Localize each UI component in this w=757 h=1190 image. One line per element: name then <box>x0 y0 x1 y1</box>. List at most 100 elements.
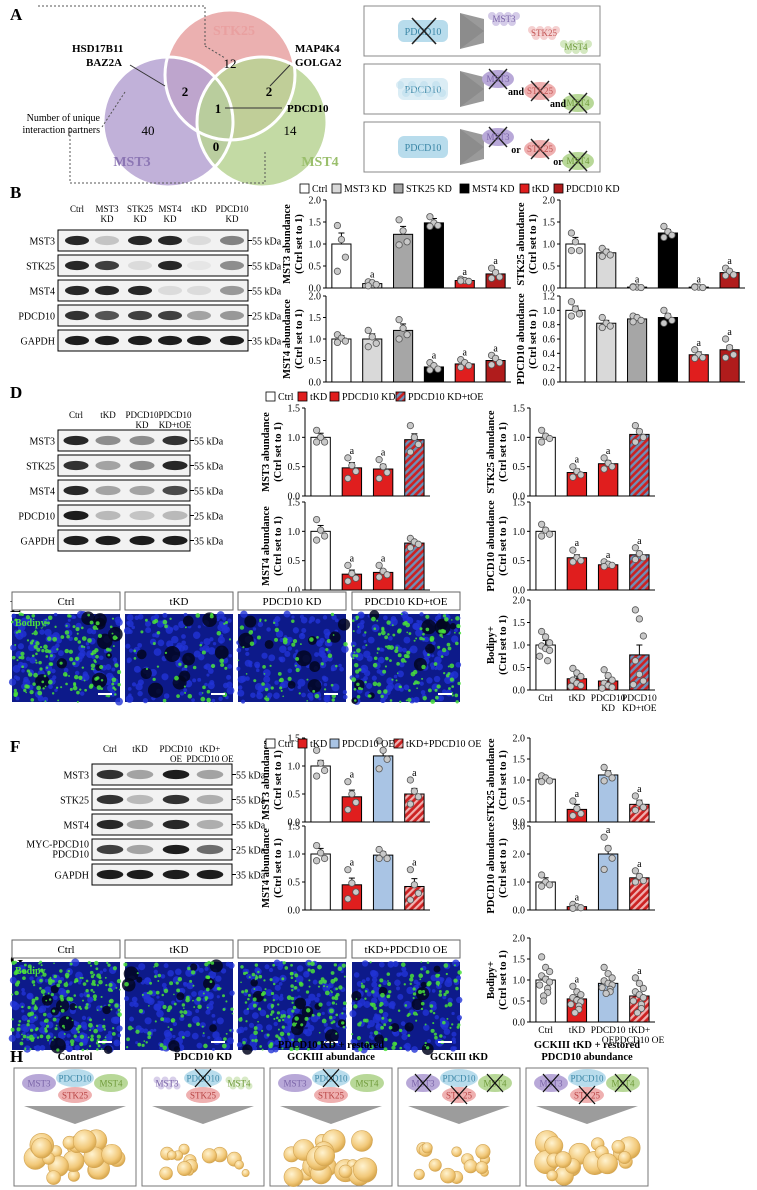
nucleus <box>166 640 174 648</box>
data-point <box>457 277 465 285</box>
lipid-droplet <box>92 973 96 976</box>
void <box>415 986 430 1001</box>
blot-band <box>157 260 183 271</box>
lipid-droplet <box>50 979 53 982</box>
bar <box>565 309 586 383</box>
nucleus <box>433 656 442 665</box>
data-point <box>344 454 352 462</box>
data-point <box>721 354 730 362</box>
lipid-droplet <box>137 1042 142 1047</box>
blot-band <box>219 335 245 346</box>
data-point <box>608 774 616 782</box>
data-point <box>317 433 325 441</box>
lipid-droplet <box>36 647 41 652</box>
significance-label: a <box>412 858 417 869</box>
lipid-droplet <box>52 1017 57 1022</box>
y-tick-label: 2.0 <box>309 196 322 207</box>
data-point <box>352 467 360 475</box>
nucleus <box>163 1029 171 1037</box>
nucleus <box>322 615 328 620</box>
lipid-droplet <box>81 636 87 641</box>
nucleus <box>204 682 208 687</box>
data-point <box>540 997 548 1005</box>
lipid-droplet <box>14 982 20 987</box>
data-point <box>631 878 639 886</box>
lipid-droplet <box>240 965 244 969</box>
nucleus <box>394 683 403 691</box>
y-tick-label: 1.5 <box>513 618 526 629</box>
nucleus <box>257 685 265 693</box>
data-point <box>352 798 360 807</box>
lipid-droplet <box>228 638 232 641</box>
data-point <box>631 657 639 665</box>
data-point <box>569 904 577 912</box>
blot-row-label: MST3 <box>29 437 55 448</box>
significance-label: a <box>370 269 375 280</box>
lipid-droplet <box>112 686 116 690</box>
lipid-droplet <box>187 966 191 971</box>
lipid-droplet <box>216 631 222 636</box>
nucleus <box>305 1022 311 1027</box>
blot-band <box>63 435 89 446</box>
lipid-droplet <box>457 681 461 686</box>
lipid-droplet <box>377 689 382 695</box>
data-point <box>313 857 321 865</box>
lipid-droplet <box>357 626 360 628</box>
lipid-droplet <box>317 985 321 988</box>
lipid-droplet <box>241 990 245 994</box>
data-point <box>635 615 643 623</box>
nucleus <box>209 637 214 642</box>
lipid-droplet <box>290 963 293 967</box>
nucleus <box>426 677 433 684</box>
lipid-droplet <box>20 655 25 660</box>
data-point <box>608 676 616 684</box>
nucleus <box>360 1046 368 1054</box>
lipid-droplet <box>16 659 19 662</box>
lipid-droplet <box>87 961 91 965</box>
pdcd10-blob <box>398 136 448 158</box>
data-point <box>364 326 372 334</box>
lipid-droplet <box>326 985 328 988</box>
lipid-droplet <box>94 960 99 966</box>
nucleus <box>297 685 302 690</box>
data-point <box>598 323 606 332</box>
nucleus <box>160 974 166 979</box>
bar <box>657 317 678 383</box>
lipid-droplet <box>338 985 343 990</box>
lane-label: STK25 <box>127 204 154 214</box>
nucleus <box>211 698 216 703</box>
lipid-droplet <box>277 1036 281 1040</box>
nucleus <box>125 695 134 703</box>
cross-icon <box>614 1073 632 1093</box>
dissolved-protein <box>396 81 404 89</box>
nucleus <box>366 991 372 997</box>
nucleus <box>212 641 217 646</box>
lipid-droplet <box>407 697 412 702</box>
lipid-droplet <box>65 624 68 628</box>
nucleus <box>156 995 160 999</box>
lipid-droplet <box>88 684 94 689</box>
y-tick-label: 0.0 <box>513 492 526 503</box>
data-point <box>608 683 616 691</box>
lipid-droplet <box>253 1026 258 1030</box>
lipid-droplet <box>143 1040 146 1042</box>
y-tick-label: 0.0 <box>513 1018 526 1029</box>
lipid-droplet <box>231 1012 234 1015</box>
nucleus <box>216 1017 224 1025</box>
y-tick-label: 1.5 <box>513 755 526 766</box>
nucleus <box>236 666 241 671</box>
significance-label: a <box>575 538 580 549</box>
nucleus <box>129 1016 135 1022</box>
nucleus <box>323 682 328 687</box>
nucleus <box>26 1033 30 1037</box>
data-point <box>403 238 411 246</box>
lipid-droplet <box>400 658 406 663</box>
data-point <box>536 981 544 989</box>
lipid-droplet <box>421 990 426 994</box>
lipid-droplet <box>51 1039 54 1041</box>
lipid-droplet <box>295 668 300 673</box>
lipid-droplet <box>424 1041 427 1045</box>
lipid-droplet <box>331 1043 334 1046</box>
lipid-droplet <box>442 1020 446 1025</box>
